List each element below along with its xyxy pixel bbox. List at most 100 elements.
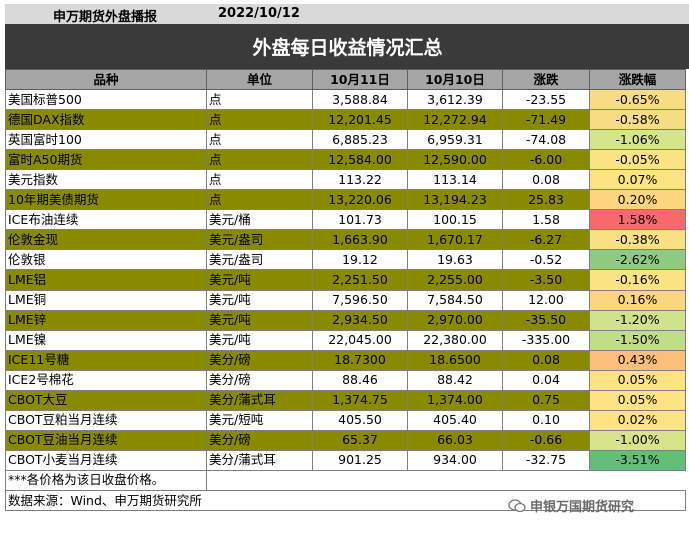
table-row: LME锌 美元/吨 2,934.50 2,970.00 -35.50 -1.20% <box>5 309 686 331</box>
change-cell: -6.00 <box>502 149 590 171</box>
price-1010-cell: 12,590.00 <box>407 149 503 171</box>
change-pct-cell: 0.07% <box>589 169 686 191</box>
change-cell: 0.10 <box>502 409 590 431</box>
product-cell: LME镍 <box>5 329 207 351</box>
price-1010-cell: 100.15 <box>407 209 503 231</box>
table-row: CBOT大豆 美分/蒲式耳 1,374.75 1,374.00 0.75 0.05% <box>5 389 686 411</box>
price-1011-cell: 18.7300 <box>312 349 408 371</box>
unit-cell: 美元/桶 <box>206 209 313 231</box>
change-cell: 0.04 <box>502 369 590 391</box>
table-row: CBOT豆油当月连续 美分/磅 65.37 66.03 -0.66 -1.00% <box>5 429 686 451</box>
unit-cell: 美元/吨 <box>206 269 313 291</box>
product-cell: 美国标普500 <box>5 89 207 111</box>
price-1010-cell: 18.6500 <box>407 349 503 371</box>
price-1011-cell: 65.37 <box>312 429 408 451</box>
price-1010-cell: 6,959.31 <box>407 129 503 151</box>
product-cell: CBOT豆粕当月连续 <box>5 409 207 431</box>
unit-cell: 点 <box>206 129 313 151</box>
product-cell: 伦敦银 <box>5 249 207 271</box>
price-1011-cell: 1,374.75 <box>312 389 408 411</box>
change-cell: -71.49 <box>502 109 590 131</box>
change-pct-cell: -1.20% <box>589 309 686 331</box>
change-pct-cell: 0.05% <box>589 369 686 391</box>
product-cell: LME铜 <box>5 289 207 311</box>
change-pct-cell: -0.65% <box>589 89 686 111</box>
change-cell: -0.52 <box>502 249 590 271</box>
price-1011-cell: 88.46 <box>312 369 408 391</box>
unit-cell: 美分/蒲式耳 <box>206 389 313 411</box>
note-row: ***各价格为该日收盘价格。 <box>5 469 686 491</box>
header-product: 品种 <box>5 68 207 91</box>
unit-cell: 美分/磅 <box>206 369 313 391</box>
price-1010-cell: 19.63 <box>407 249 503 271</box>
report-header-bar: 申万期货外盘播报 2022/10/12 <box>5 4 689 25</box>
unit-cell: 美分/磅 <box>206 429 313 451</box>
price-1011-cell: 12,584.00 <box>312 149 408 171</box>
table-row: 美国标普500 点 3,588.84 3,612.39 -23.55 -0.65% <box>5 89 686 111</box>
product-cell: 富时A50期货 <box>5 149 207 171</box>
change-pct-cell: -1.06% <box>589 129 686 151</box>
price-1010-cell: 113.14 <box>407 169 503 191</box>
table-row: LME镍 美元/吨 22,045.00 22,380.00 -335.00 -1.50% <box>5 329 686 351</box>
product-cell: LME铝 <box>5 269 207 291</box>
table-row: 10年期美债期货点 13,220.06 13,194.23 25.83 0.20% <box>5 189 686 211</box>
header-change: 涨跌 <box>502 68 590 91</box>
table-header-row: 品种 单位 10月11日 10月10日 涨跌 涨跌幅 <box>5 68 686 91</box>
price-1010-cell: 7,584.50 <box>407 289 503 311</box>
change-pct-cell: -1.50% <box>589 329 686 351</box>
product-cell: ICE布油连续 <box>5 209 207 231</box>
price-1010-cell: 66.03 <box>407 429 503 451</box>
change-cell: -3.50 <box>502 269 590 291</box>
price-1010-cell: 405.40 <box>407 409 503 431</box>
unit-cell: 点 <box>206 169 313 191</box>
change-pct-cell: 1.58% <box>589 209 686 231</box>
price-1010-cell: 2,255.00 <box>407 269 503 291</box>
price-1010-cell: 1,670.17 <box>407 229 503 251</box>
watermark: 申银万国期货研究 <box>508 496 634 515</box>
watermark-text: 申银万国期货研究 <box>530 500 635 515</box>
price-1011-cell: 1,663.90 <box>312 229 408 251</box>
unit-cell: 美元/吨 <box>206 329 313 351</box>
unit-cell: 美元/盎司 <box>206 249 313 271</box>
change-pct-cell: 0.20% <box>589 189 686 211</box>
unit-cell: 点 <box>206 109 313 131</box>
product-cell: CBOT小麦当月连续 <box>5 449 207 471</box>
change-pct-cell: 0.02% <box>589 409 686 431</box>
price-1011-cell: 19.12 <box>312 249 408 271</box>
table-row: CBOT豆粕当月连续 美元/短吨 405.50 405.40 0.10 0.02% <box>5 409 686 431</box>
change-cell: -23.55 <box>502 89 590 111</box>
header-date-1011: 10月11日 <box>312 68 408 91</box>
table-row: ICE布油连续 美元/桶 101.73 100.15 1.58 1.58% <box>5 209 686 231</box>
table-row: CBOT小麦当月连续 美分/蒲式耳 901.25 934.00 -32.75 -3.51% <box>5 449 686 471</box>
product-cell: ICE2号棉花 <box>5 369 207 391</box>
change-cell: -35.50 <box>502 309 590 331</box>
table-row: 英国富时100 点 6,885.23 6,959.31 -74.08 -1.06% <box>5 129 686 151</box>
product-cell: CBOT豆油当月连续 <box>5 429 207 451</box>
table-row: ICE11号糖 美分/磅 18.7300 18.6500 0.08 0.43% <box>5 349 686 371</box>
change-pct-cell: -1.00% <box>589 429 686 451</box>
price-1010-cell: 3,612.39 <box>407 89 503 111</box>
change-pct-cell: -0.58% <box>589 109 686 131</box>
returns-table: 品种 单位 10月11日 10月10日 涨跌 涨跌幅 美国标普500 点 3,588… <box>5 68 686 512</box>
price-1011-cell: 2,251.50 <box>312 269 408 291</box>
change-cell: 0.75 <box>502 389 590 411</box>
wechat-icon <box>508 498 526 512</box>
price-1011-cell: 6,885.23 <box>312 129 408 151</box>
change-pct-cell: -0.05% <box>589 149 686 171</box>
product-cell: 英国富时100 <box>5 129 207 151</box>
change-cell: -32.75 <box>502 449 590 471</box>
price-1011-cell: 12,201.45 <box>312 109 408 131</box>
product-cell: 10年期美债期货 <box>5 189 207 211</box>
change-pct-cell: -3.51% <box>589 449 686 471</box>
price-1011-cell: 7,596.50 <box>312 289 408 311</box>
price-1011-cell: 101.73 <box>312 209 408 231</box>
change-cell: 1.58 <box>502 209 590 231</box>
table-body: 美国标普500 点 3,588.84 3,612.39 -23.55 -0.65% 德国DA… <box>5 89 686 471</box>
change-pct-cell: -0.16% <box>589 269 686 291</box>
table-row: 伦敦银 美元/盎司 19.12 19.63 -0.52 -2.62% <box>5 249 686 271</box>
price-1011-cell: 901.25 <box>312 449 408 471</box>
price-1010-cell: 22,380.00 <box>407 329 503 351</box>
unit-cell: 美元/短吨 <box>206 409 313 431</box>
change-pct-cell: 0.43% <box>589 349 686 371</box>
price-1010-cell: 13,194.23 <box>407 189 503 211</box>
